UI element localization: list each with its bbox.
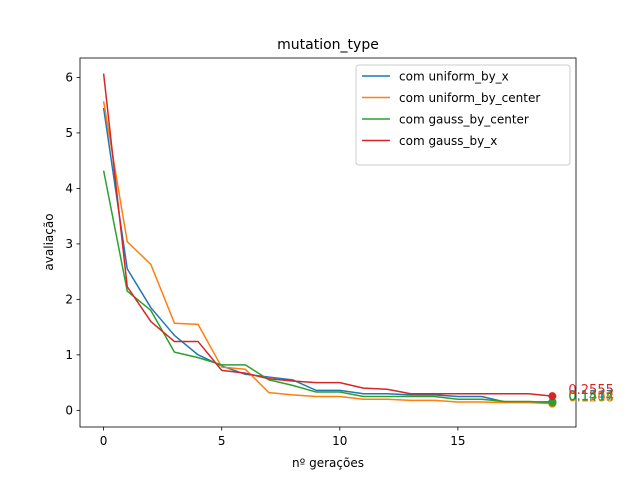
series-end-label-1: 0.1547 <box>568 389 614 404</box>
legend-box <box>355 64 571 166</box>
series-end-label-3: 0.1414 <box>568 390 614 405</box>
y-tick-label: 1 <box>65 348 73 362</box>
series-end-label-2: 0.1208 <box>568 391 614 406</box>
legend-label-4: com gauss_by_x <box>399 134 497 148</box>
legend-label-3: com gauss_by_center <box>399 113 529 127</box>
x-tick-label: 5 <box>218 434 226 448</box>
x-axis-label: nº gerações <box>292 456 364 470</box>
plot-frame <box>79 57 577 428</box>
series-line-2 <box>102 101 553 405</box>
x-tick-label: 10 <box>332 434 347 448</box>
y-tick-label: 4 <box>65 181 73 195</box>
y-axis-label: avaliação <box>42 213 56 270</box>
series-line-3 <box>102 170 553 404</box>
chart-title: mutation_type <box>277 37 379 53</box>
series-end-label-4: 0.2555 <box>568 383 614 398</box>
y-tick-label: 3 <box>65 237 73 251</box>
series-end-marker-4 <box>548 392 557 401</box>
y-tick-label: 0 <box>65 403 73 417</box>
x-tick-label: 0 <box>100 434 108 448</box>
y-tick-label: 6 <box>65 70 73 84</box>
x-tick-label: 15 <box>450 434 465 448</box>
legend-label-2: com uniform_by_center <box>399 91 540 105</box>
series-line-1 <box>102 107 553 403</box>
series-end-marker-3 <box>548 398 557 407</box>
y-tick-label: 2 <box>65 292 73 306</box>
y-tick-label: 5 <box>65 126 73 140</box>
series-line-4 <box>102 73 553 397</box>
legend-label-1: com uniform_by_x <box>399 70 509 84</box>
